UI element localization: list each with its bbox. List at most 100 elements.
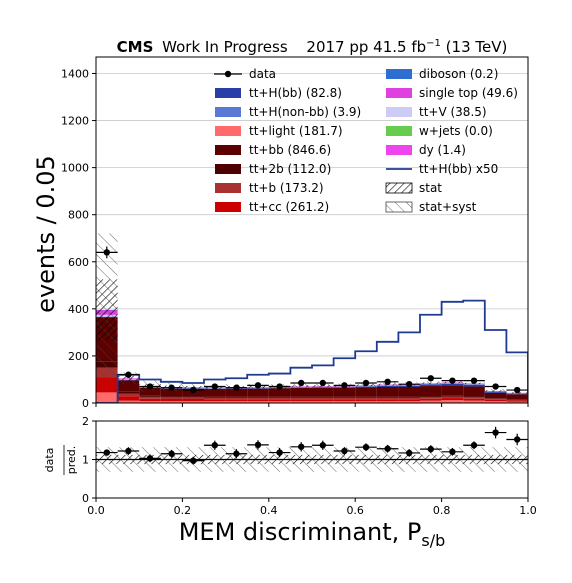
- bar-tt_cc: [312, 399, 334, 402]
- ratio-point: [449, 448, 456, 455]
- legend-label: dy (1.4): [419, 143, 466, 157]
- bar-tt_light: [117, 400, 140, 403]
- bar-tt_2b: [139, 395, 161, 397]
- data-point: [276, 383, 283, 390]
- bar-tt_2b: [312, 396, 334, 398]
- ratio-point: [384, 445, 391, 452]
- ratio-ylabel-den: pred.: [65, 446, 78, 475]
- data-point: [384, 378, 391, 386]
- bar-tt_bb: [117, 380, 140, 392]
- bar-tt_bb: [463, 386, 485, 397]
- legend-swatch: [386, 88, 412, 98]
- stat-band: [96, 279, 118, 341]
- bar-tt_cc: [376, 399, 399, 402]
- ratio-point: [254, 441, 262, 449]
- bar-tt_bb: [160, 388, 183, 397]
- bar-tt_light: [441, 400, 464, 403]
- bar-tt_cc: [290, 399, 312, 402]
- data-point: [190, 386, 197, 394]
- bar-tt_cc: [182, 398, 204, 402]
- main-grid: [96, 73, 528, 404]
- bar-tt_bb: [225, 388, 248, 397]
- main-frame: [95, 56, 529, 404]
- bar-tt_bb: [441, 385, 464, 396]
- data-point: [449, 377, 456, 384]
- y-axis-label: events / 0.05: [32, 155, 60, 313]
- bar-tt_2b: [355, 396, 377, 398]
- legend-swatch: [386, 107, 412, 117]
- bar-tt_b: [139, 396, 161, 399]
- legend-label: tt+H(bb) x50: [419, 162, 498, 176]
- ratio-ylabel-num: data: [43, 448, 56, 473]
- bar-tt_cc: [506, 400, 528, 402]
- data-point: [319, 379, 326, 387]
- legend-label: tt+cc (261.2): [249, 200, 329, 214]
- ratio-point: [492, 429, 499, 436]
- bar-tt_2b: [398, 396, 420, 398]
- bar-tt_b: [420, 397, 442, 399]
- data-point: [168, 384, 175, 391]
- bar-tt_b: [484, 398, 507, 400]
- bar-tt_cc: [355, 399, 377, 402]
- bar-tt_b: [160, 397, 183, 399]
- bar-tt_bb: [420, 386, 442, 397]
- x-axis-label: MEM discriminant, Ps/b: [179, 518, 446, 550]
- legend-label: single top (49.6): [419, 86, 518, 100]
- legend-label: tt+b (173.2): [249, 181, 324, 195]
- y-tick-label: 800: [68, 209, 89, 222]
- signal-step: [96, 299, 528, 403]
- bar-tt_bb: [312, 387, 334, 397]
- ratio-point: [125, 447, 132, 455]
- legend-label: stat: [419, 181, 442, 195]
- y-tick-label: 400: [68, 303, 89, 316]
- main-y-axis: 0 200 400 600 800 1000 1200 1400: [61, 67, 96, 410]
- y-tick-label: 1200: [61, 115, 89, 128]
- data-point: [406, 380, 413, 388]
- ratio-point: [298, 443, 305, 450]
- bar-tt_bb: [247, 388, 269, 397]
- bar-tt_light: [96, 392, 118, 403]
- lumi-label: 2017 pp 41.5 fb: [306, 38, 426, 56]
- bar-tt_cc: [441, 398, 464, 401]
- ratio-point: [146, 455, 154, 462]
- bar-tt_light: [312, 401, 334, 403]
- ratio-point: [103, 449, 111, 456]
- bar-tt_bb: [376, 386, 399, 397]
- y-tick-label: 600: [68, 256, 89, 269]
- ratio-y-tick-label: 0: [82, 492, 89, 505]
- bar-tt_light: [463, 400, 485, 403]
- bar-tt_cc: [204, 399, 226, 402]
- bar-tt_cc: [225, 399, 248, 402]
- bar-tt_cc: [139, 398, 161, 402]
- data-point: [233, 384, 240, 391]
- legend: data tt+H(bb) (82.8) tt+H(non-bb) (3.9) tt+…: [214, 67, 518, 214]
- bar-tt_light: [139, 401, 161, 403]
- bar-tt_light: [333, 401, 356, 403]
- legend-label: tt+H(bb) (82.8): [249, 86, 342, 100]
- ratio-point: [427, 445, 434, 453]
- bar-tt_b: [312, 397, 334, 400]
- bar-tt_2b: [182, 396, 204, 398]
- bar-ttH_bb: [441, 383, 464, 386]
- bar-tt_light: [290, 401, 312, 403]
- legend-label: w+jets (0.0): [419, 124, 493, 138]
- bar-tt_b: [247, 397, 269, 400]
- legend-swatch: [215, 202, 241, 212]
- stat-band: [290, 385, 312, 388]
- bar-tt_b: [225, 397, 248, 400]
- lumi-suffix: (13 TeV): [441, 38, 507, 56]
- bar-tt_cc: [268, 399, 291, 402]
- bar-tt_b: [355, 397, 377, 400]
- bar-tt_b: [117, 393, 140, 397]
- bar-tt_cc: [117, 396, 140, 401]
- data-point: [427, 375, 434, 382]
- bar-tt_light: [398, 401, 420, 403]
- legend-label: tt+V (38.5): [419, 105, 487, 119]
- x-tick-label: 1.0: [519, 504, 537, 517]
- stat-band: [420, 382, 442, 384]
- bar-tt_2b: [117, 391, 140, 394]
- stat-band: [484, 390, 507, 392]
- ratio-y-tick-label: 1: [82, 454, 89, 467]
- bar-tt_bb: [484, 392, 507, 399]
